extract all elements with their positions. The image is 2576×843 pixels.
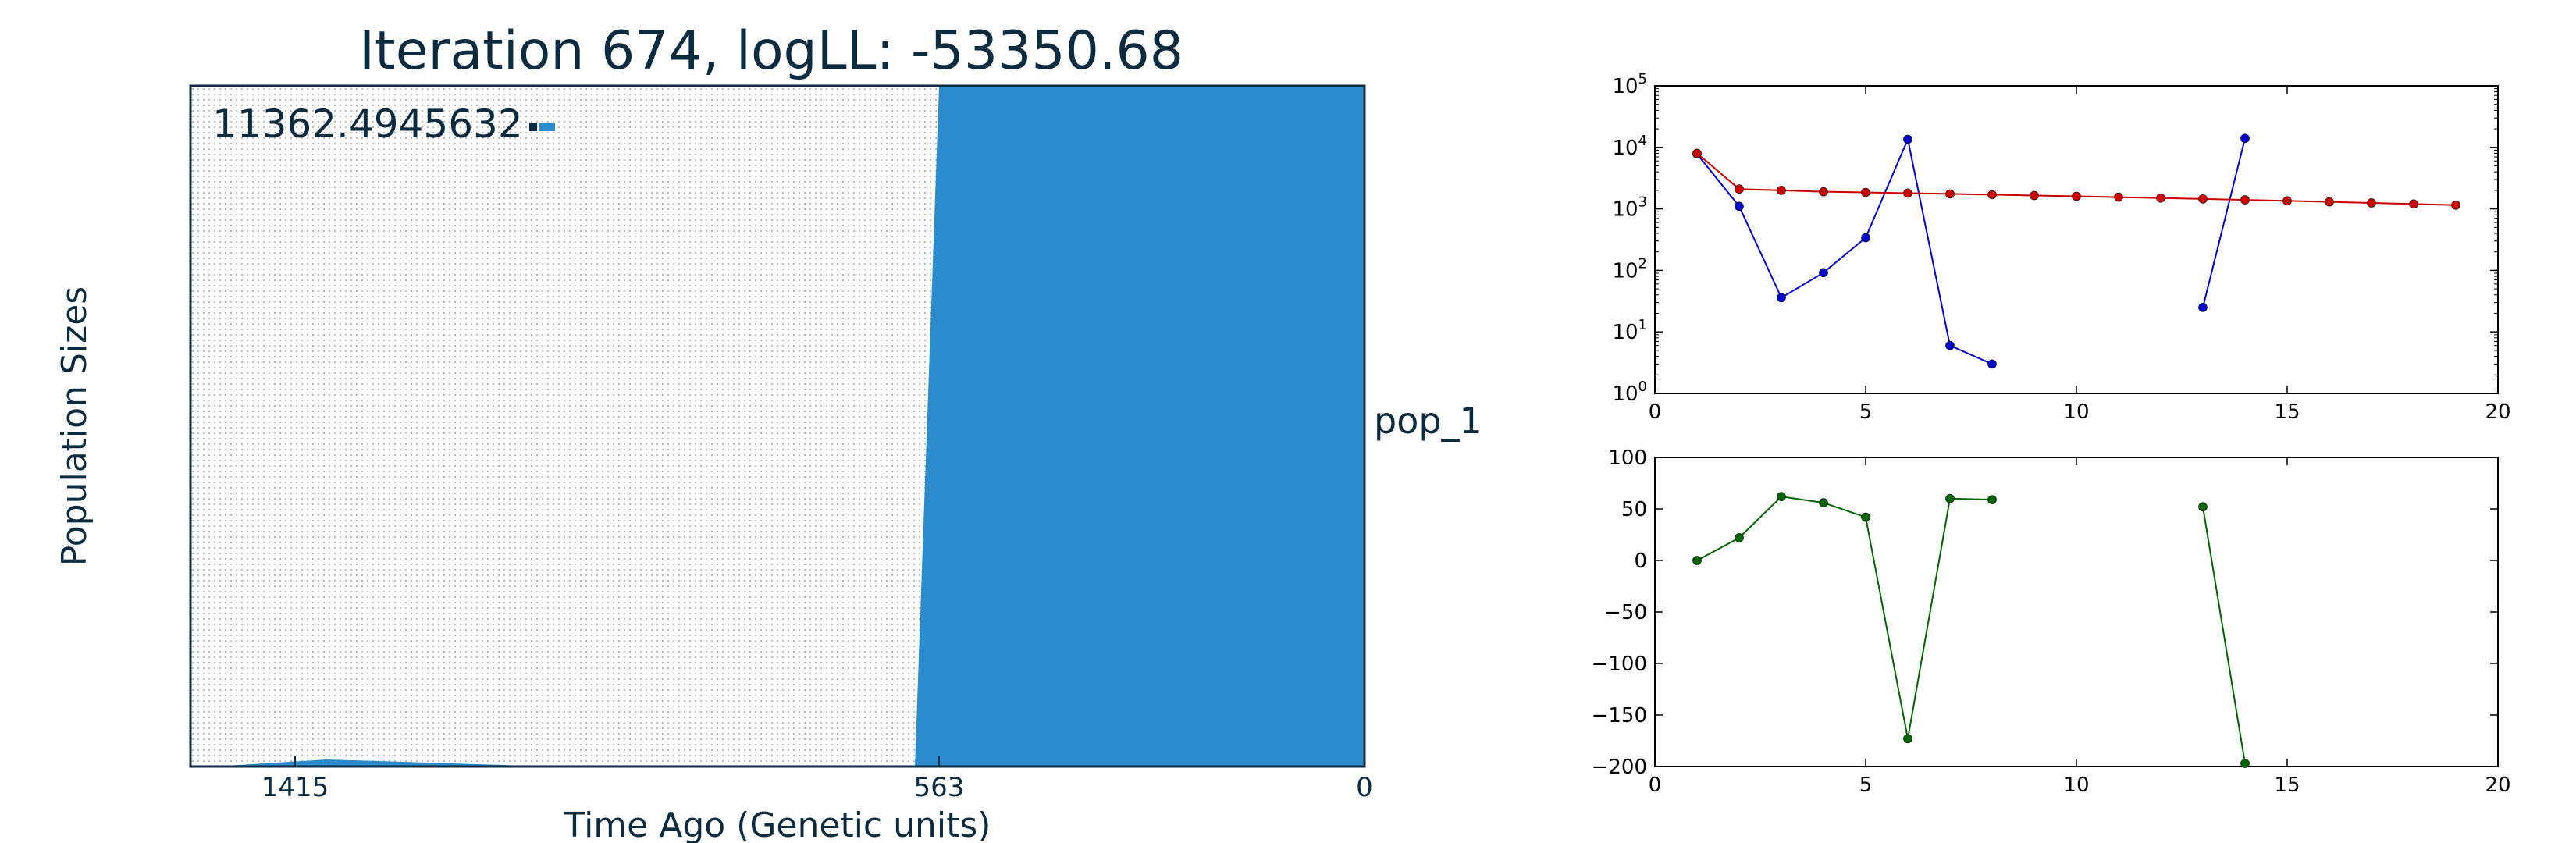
data-point (1861, 233, 1870, 243)
data-point (1987, 495, 1997, 504)
data-point (2072, 191, 2081, 201)
log-panel-y-tick-label: 102 (1612, 255, 1647, 283)
main-ylabel: Population Sizes (55, 286, 94, 566)
series-line (1696, 137, 1993, 365)
main-plot-frame (189, 84, 1366, 768)
series-line (1696, 496, 1993, 739)
main-x-tick-label: 1415 (262, 772, 329, 803)
data-point (2198, 194, 2208, 204)
population-label: pop_1 (1374, 400, 1482, 442)
growth-panel-x-tick-label: 10 (2063, 774, 2089, 797)
population-area-segment (939, 86, 1364, 767)
log-panel-x-tick-label: 15 (2274, 400, 2300, 424)
growth-panel-y-tick-label: −200 (1592, 756, 1647, 779)
log-panel-frame (1654, 85, 2499, 394)
data-point (1777, 492, 1786, 501)
data-point (1735, 201, 1744, 212)
growth-panel-frame (1654, 457, 2499, 767)
data-point (2325, 197, 2334, 207)
log-panel-x-tick-label: 10 (2063, 400, 2089, 424)
growth-panel-series (1692, 492, 2250, 768)
data-point (1945, 493, 1955, 503)
log-panel-y-tick-label: 101 (1612, 317, 1647, 344)
main-panel: Iteration 674, logLL: -53350.68 11362.49… (55, 20, 1482, 843)
data-point (1903, 734, 1912, 744)
log-panel-y-tick-label: 103 (1612, 194, 1647, 222)
data-point (1735, 184, 1744, 194)
growth-panel-y-tick-label: 0 (1634, 550, 1647, 573)
log-size-panel: 0 5 10 15 20 100 101 102 103 104 105 (1612, 71, 2510, 424)
data-point (2198, 502, 2208, 512)
data-point (1777, 186, 1786, 195)
growth-panel-y-tick-label: −50 (1604, 601, 1647, 624)
series-line (2202, 507, 2246, 764)
log-panel-x-tick-label: 5 (1859, 400, 1873, 424)
main-x-tick-label: 0 (1356, 772, 1373, 803)
data-point (2240, 133, 2250, 144)
data-point (1692, 148, 1702, 158)
main-title: Iteration 674, logLL: -53350.68 (359, 20, 1183, 82)
data-point (1819, 268, 1828, 278)
log-panel-x-tick-label: 0 (1649, 400, 1662, 424)
main-x-tick-label: 563 (914, 772, 965, 803)
data-point (1987, 190, 1997, 200)
growth-panel-y-tick-label: −150 (1592, 704, 1647, 727)
data-point (1861, 512, 1870, 522)
growth-panel-axes: 0 5 10 15 20 100 50 0 −50 −100 −150 −200 (1592, 446, 2511, 797)
growth-panel-y-tick-label: −100 (1592, 653, 1647, 676)
growth-panel-y-tick-label: 100 (1608, 446, 1647, 470)
data-point (1777, 293, 1786, 303)
log-panel-y-tick-label: 100 (1612, 379, 1647, 406)
population-area-segment (915, 86, 939, 767)
growth-panel-x-tick-label: 0 (1649, 774, 1662, 797)
log-panel-y-tick-label: 105 (1612, 71, 1647, 98)
data-point (2198, 303, 2208, 312)
scale-bar (529, 123, 555, 131)
growth-panel-y-tick-label: 50 (1621, 498, 1647, 521)
log-panel-series (1692, 133, 2460, 369)
data-point (1735, 533, 1744, 542)
data-point (1945, 189, 1955, 199)
growth-panel-x-tick-label: 15 (2274, 774, 2300, 797)
data-point (1903, 188, 1912, 198)
data-point (2240, 759, 2250, 768)
data-point (1819, 187, 1828, 197)
data-point (2240, 195, 2250, 205)
growth-panel: 0 5 10 15 20 100 50 0 −50 −100 −150 −200 (1592, 446, 2511, 797)
data-point (1987, 359, 1997, 369)
data-point (2367, 198, 2376, 208)
data-point (2451, 201, 2460, 210)
main-x-ticks: 1415 563 0 (262, 756, 1373, 803)
main-xlabel: Time Ago (Genetic units) (564, 806, 991, 843)
data-point (2282, 196, 2292, 206)
log-panel-y-tick-label: 104 (1612, 133, 1647, 160)
data-point (2156, 193, 2165, 203)
log-panel-x-tick-label: 20 (2485, 400, 2510, 424)
data-point (1903, 134, 1912, 144)
data-point (1945, 340, 1955, 350)
data-point (2030, 190, 2039, 201)
data-point (1861, 187, 1870, 197)
data-point (2409, 199, 2418, 209)
data-point (2114, 192, 2123, 202)
log-panel-axes: 0 5 10 15 20 100 101 102 103 104 105 (1612, 71, 2510, 424)
data-point (1692, 556, 1702, 565)
growth-panel-x-tick-label: 20 (2485, 774, 2510, 797)
series-line (2202, 138, 2246, 308)
data-point (1819, 498, 1828, 507)
scale-value-label: 11362.4945632 (212, 101, 523, 147)
population-area (214, 86, 1364, 767)
growth-panel-x-tick-label: 5 (1859, 774, 1873, 797)
